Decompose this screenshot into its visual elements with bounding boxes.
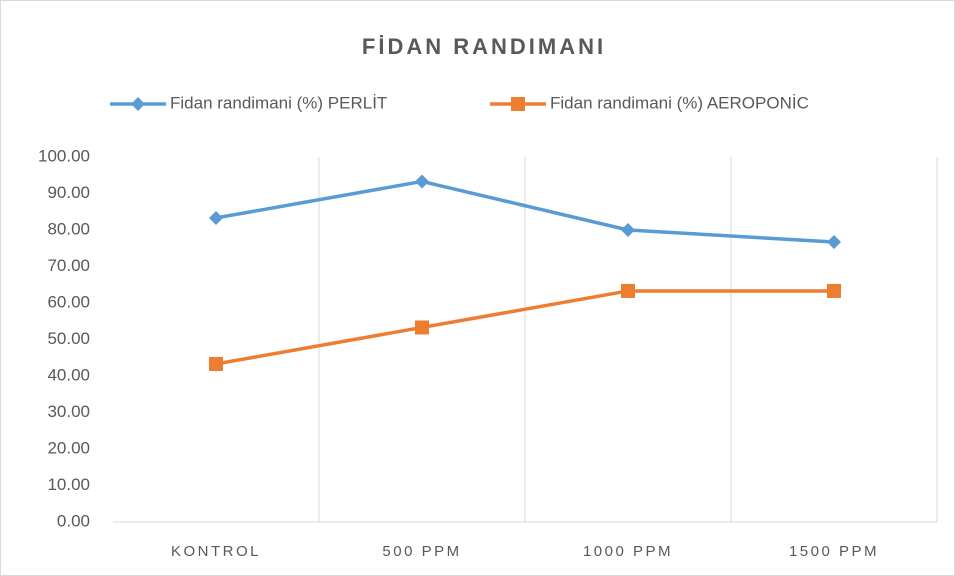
data-point xyxy=(415,320,429,335)
y-tick-label: 60.00 xyxy=(47,292,90,311)
data-point xyxy=(621,223,635,237)
series-line xyxy=(215,179,835,244)
x-tick-label: 500 PPM xyxy=(382,543,461,560)
y-tick-label: 30.00 xyxy=(47,402,90,421)
data-point xyxy=(209,210,223,225)
x-tick-label: KONTROL xyxy=(171,543,261,560)
x-tick-label: 1000 PPM xyxy=(583,543,673,560)
data-point xyxy=(621,283,635,298)
y-tick-label: 80.00 xyxy=(47,219,90,238)
legend-label: Fidan randimani (%) PERLİT xyxy=(170,93,387,112)
data-point xyxy=(209,356,223,371)
y-tick-label: 70.00 xyxy=(47,256,90,275)
legend-marker xyxy=(511,97,525,111)
chart-title: FİDAN RANDIMANI xyxy=(362,34,606,59)
y-tick-label: 100.00 xyxy=(38,146,90,165)
x-tick-label: 1500 PPM xyxy=(789,543,879,560)
series-line xyxy=(215,289,834,366)
y-tick-label: 90.00 xyxy=(47,183,90,202)
y-tick-label: 50.00 xyxy=(47,329,90,348)
y-tick-label: 0.00 xyxy=(57,511,90,530)
data-point xyxy=(827,235,841,250)
y-tick-label: 40.00 xyxy=(47,365,90,384)
y-tick-label: 10.00 xyxy=(47,475,90,494)
legend-marker xyxy=(131,97,145,111)
data-point xyxy=(415,174,429,189)
y-tick-label: 20.00 xyxy=(47,438,90,457)
data-point xyxy=(827,283,841,298)
legend-label: Fidan randimani (%) AEROPONİC xyxy=(550,93,809,112)
